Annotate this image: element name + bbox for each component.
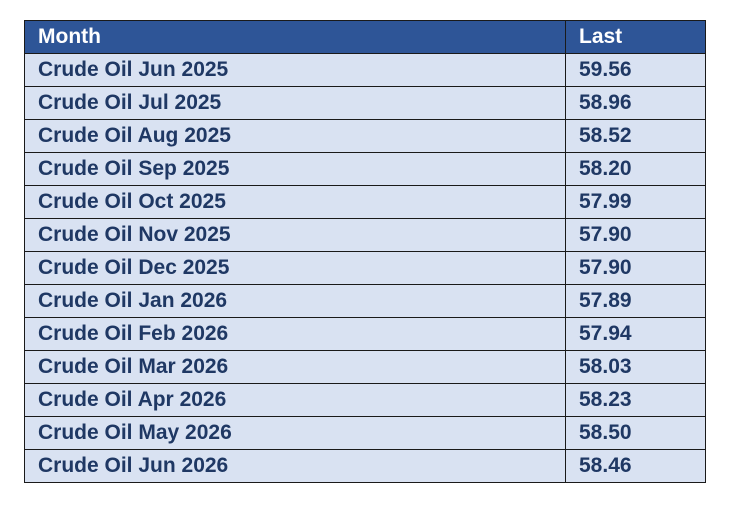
table-row: Crude Oil Sep 2025 58.20 <box>24 152 706 186</box>
contract-month-cell: Crude Oil Mar 2026 <box>24 350 566 384</box>
last-price-cell: 57.90 <box>565 218 706 252</box>
last-price-cell: 57.94 <box>565 317 706 351</box>
table-row: Crude Oil Nov 2025 57.90 <box>24 218 706 252</box>
contract-month-cell: Crude Oil Nov 2025 <box>24 218 566 252</box>
table-row: Crude Oil Apr 2026 58.23 <box>24 383 706 417</box>
last-price-cell: 58.52 <box>565 119 706 153</box>
column-header-last: Last <box>565 20 706 54</box>
last-price-cell: 58.96 <box>565 86 706 120</box>
table-row: Crude Oil Dec 2025 57.90 <box>24 251 706 285</box>
contract-month-cell: Crude Oil May 2026 <box>24 416 566 450</box>
column-header-month: Month <box>24 20 566 54</box>
last-price-cell: 57.99 <box>565 185 706 219</box>
table-row: Crude Oil Jun 2025 59.56 <box>24 53 706 87</box>
table-row: Crude Oil Mar 2026 58.03 <box>24 350 706 384</box>
last-price-cell: 57.90 <box>565 251 706 285</box>
table-row: Crude Oil May 2026 58.50 <box>24 416 706 450</box>
table-header: Month Last <box>24 20 706 54</box>
contract-month-cell: Crude Oil Jul 2025 <box>24 86 566 120</box>
contract-month-cell: Crude Oil Jan 2026 <box>24 284 566 318</box>
contract-month-cell: Crude Oil Jun 2026 <box>24 449 566 483</box>
contract-month-cell: Crude Oil Oct 2025 <box>24 185 566 219</box>
last-price-cell: 58.23 <box>565 383 706 417</box>
header-row: Month Last <box>24 20 706 54</box>
last-price-cell: 58.50 <box>565 416 706 450</box>
table-row: Crude Oil Aug 2025 58.52 <box>24 119 706 153</box>
contract-month-cell: Crude Oil Jun 2025 <box>24 53 566 87</box>
table-row: Crude Oil Oct 2025 57.99 <box>24 185 706 219</box>
last-price-cell: 58.20 <box>565 152 706 186</box>
table-row: Crude Oil Feb 2026 57.94 <box>24 317 706 351</box>
contract-month-cell: Crude Oil Sep 2025 <box>24 152 566 186</box>
last-price-cell: 58.03 <box>565 350 706 384</box>
table-row: Crude Oil Jun 2026 58.46 <box>24 449 706 483</box>
last-price-cell: 59.56 <box>565 53 706 87</box>
table-body: Crude Oil Jun 2025 59.56 Crude Oil Jul 202… <box>24 53 706 483</box>
contract-month-cell: Crude Oil Feb 2026 <box>24 317 566 351</box>
contract-month-cell: Crude Oil Apr 2026 <box>24 383 566 417</box>
contract-month-cell: Crude Oil Dec 2025 <box>24 251 566 285</box>
futures-price-table: Month Last Crude Oil Jun 2025 59.56 Crude … <box>24 20 706 483</box>
contract-month-cell: Crude Oil Aug 2025 <box>24 119 566 153</box>
table-row: Crude Oil Jan 2026 57.89 <box>24 284 706 318</box>
last-price-cell: 57.89 <box>565 284 706 318</box>
last-price-cell: 58.46 <box>565 449 706 483</box>
table-row: Crude Oil Jul 2025 58.96 <box>24 86 706 120</box>
